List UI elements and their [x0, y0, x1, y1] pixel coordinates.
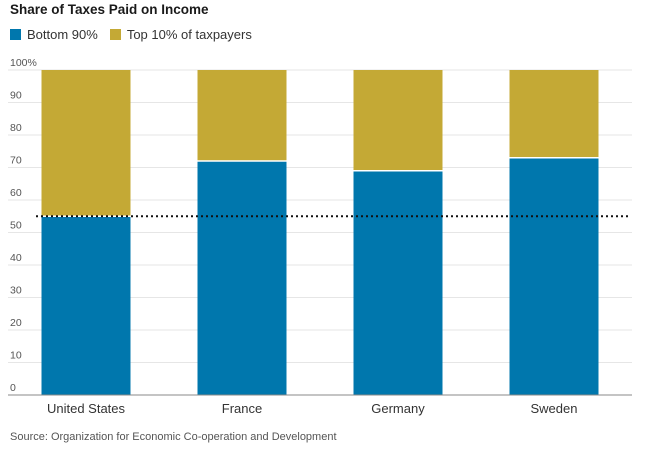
source-note: Source: Organization for Economic Co-ope… — [10, 431, 337, 443]
x-tick-label: Sweden — [531, 401, 578, 416]
y-tick-label: 60 — [10, 187, 22, 199]
bar-bottom-90 — [197, 161, 287, 395]
y-tick-label: 30 — [10, 285, 22, 297]
bar-bottom-90 — [509, 157, 599, 395]
bar-top-10 — [197, 70, 287, 161]
y-tick-label: 100% — [10, 57, 37, 69]
bar-top-10 — [509, 70, 599, 158]
y-tick-label: 50 — [10, 220, 22, 232]
y-tick-label: 40 — [10, 252, 22, 264]
y-tick-label: 0 — [10, 382, 16, 394]
bar-top-10 — [41, 70, 131, 217]
legend-item-top: Top 10% of taxpayers — [109, 27, 252, 42]
y-tick-label: 20 — [10, 317, 22, 329]
bar-bottom-90 — [41, 216, 131, 395]
y-tick-label: 80 — [10, 122, 22, 134]
legend-swatch-bottom — [10, 29, 21, 40]
stacked-bar-chart: 0 10 20 30 40 50 60 70 80 90 100% United States Fran… — [8, 57, 632, 416]
bar-top-10 — [353, 70, 443, 171]
x-tick-label: United States — [47, 401, 126, 416]
x-tick-label: France — [222, 401, 262, 416]
chart-title: Share of Taxes Paid on Income — [10, 2, 209, 17]
legend-swatch-top — [109, 29, 121, 40]
bar-bottom-90 — [353, 170, 443, 395]
y-tick-label: 70 — [10, 155, 22, 167]
y-tick-label: 90 — [10, 90, 22, 102]
legend-label-bottom: Bottom 90% — [27, 27, 98, 42]
x-tick-label: Germany — [371, 401, 425, 416]
y-tick-label: 10 — [10, 350, 22, 362]
legend-label-top: Top 10% of taxpayers — [126, 27, 252, 42]
chart-legend: Bottom 90% Top 10% of taxpayers — [10, 27, 264, 42]
legend-item-bottom: Bottom 90% — [10, 27, 98, 42]
